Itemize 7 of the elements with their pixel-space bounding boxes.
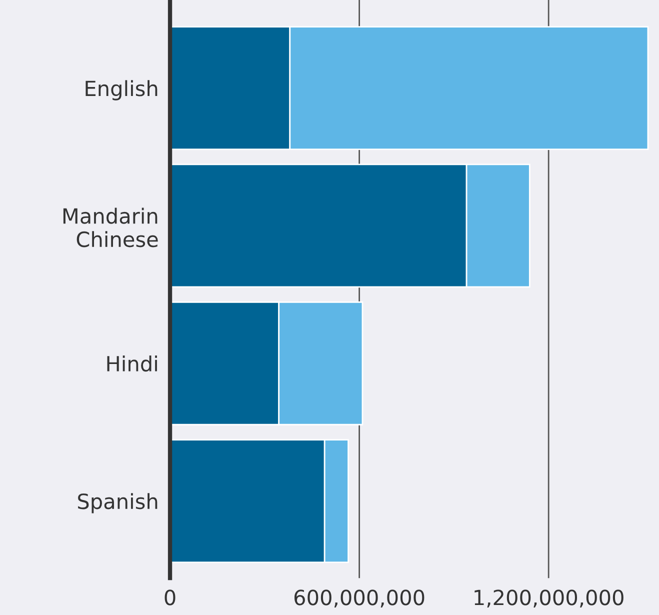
x-tick-label: 0: [164, 590, 176, 606]
x-tick-label: 1,200,000,000: [474, 590, 624, 608]
x-tick-label: 600,000,000: [294, 590, 424, 608]
y-tick-label: English: [86, 80, 158, 100]
y-tick-label: Mandarin Chinese: [63, 208, 158, 248]
y-tick-label: Hindi: [107, 355, 157, 372]
y-tick-label: Spanish: [78, 493, 158, 514]
